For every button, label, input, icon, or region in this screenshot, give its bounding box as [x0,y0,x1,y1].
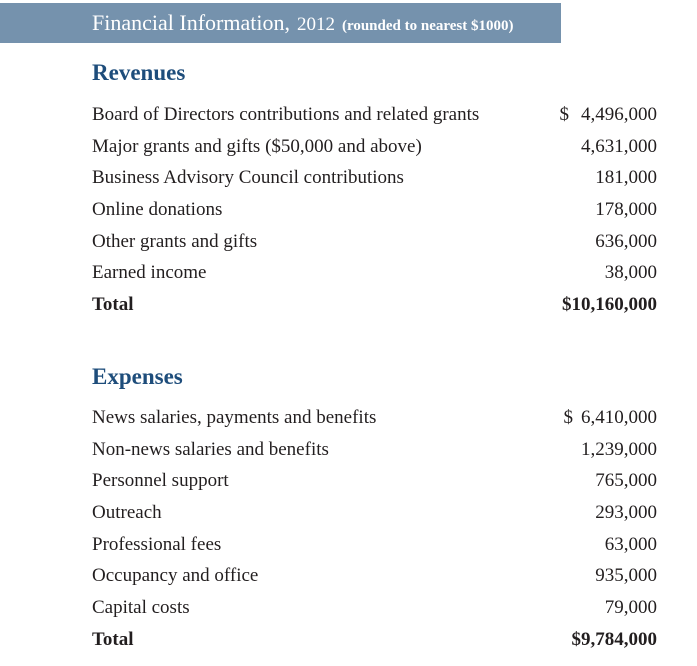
row-value: 178,000 [595,194,657,226]
table-row: Professional fees 63,000 [92,529,657,561]
row-value: 765,000 [595,465,657,497]
table-row: Outreach 293,000 [92,497,657,529]
total-amount: $10,160,000 [562,294,657,316]
row-amount: 6,410,000 [581,406,657,428]
table-row: Business Advisory Council contributions … [92,162,657,194]
table-row: Non-news salaries and benefits 1,239,000 [92,434,657,466]
table-row: News salaries, payments and benefits $6,… [92,402,657,434]
row-value: 636,000 [595,226,657,258]
revenues-table: Board of Directors contributions and rel… [92,99,657,321]
revenues-section: Revenues Board of Directors contribution… [92,60,657,321]
row-value: $6,410,000 [564,402,658,434]
table-row: Board of Directors contributions and rel… [92,99,657,131]
total-amount: $9,784,000 [571,628,658,650]
title-note: (rounded to nearest $1000) [341,18,514,34]
row-value: 79,000 [605,592,657,624]
expenses-heading: Expenses [92,363,183,389]
table-row: Major grants and gifts ($50,000 and abov… [92,131,657,163]
expenses-section: Expenses News salaries, payments and ben… [92,364,657,656]
row-value: 181,000 [595,162,657,194]
row-value: 38,000 [605,257,657,289]
title-bar: Financial Information, 2012 (rounded to … [0,3,561,43]
total-label: Total [92,294,134,316]
row-amount: 293,000 [595,501,657,523]
row-amount: 4,496,000 [581,104,657,125]
row-amount: 178,000 [595,199,657,221]
row-amount: 765,000 [595,470,657,492]
row-label: Outreach [92,501,162,523]
page-title: Financial Information, [92,10,290,35]
table-row: Occupancy and office 935,000 [92,560,657,592]
row-value: 935,000 [595,560,657,592]
row-label: News salaries, payments and benefits [92,406,377,428]
revenues-total-row: Total $10,160,000 [92,289,657,321]
row-value: 293,000 [595,497,657,529]
revenues-heading: Revenues [92,60,186,85]
row-label: Non-news salaries and benefits [92,438,329,460]
table-row: Capital costs 79,000 [92,592,657,624]
row-amount: 4,631,000 [581,135,657,157]
table-row: Earned income 38,000 [92,257,657,289]
row-label: Other grants and gifts [92,230,258,252]
expenses-total-row: Total $9,784,000 [92,624,657,656]
row-label: Board of Directors contributions and rel… [92,104,480,125]
total-label: Total [92,628,134,650]
table-row: Other grants and gifts 636,000 [92,226,657,258]
row-label: Business Advisory Council contributions [92,167,404,189]
table-row: Online donations 178,000 [92,194,657,226]
row-amount: 38,000 [604,262,657,284]
row-value: $4,496,000 [560,99,658,131]
row-amount: 1,239,000 [581,438,657,460]
row-amount: 636,000 [595,230,657,252]
row-label: Personnel support [92,470,229,492]
currency-symbol: $ [563,406,574,428]
row-amount: 79,000 [604,596,657,618]
row-value: 63,000 [605,529,657,561]
row-value: 1,239,000 [581,434,657,466]
row-label: Online donations [92,199,223,221]
title-year: 2012 [296,14,335,35]
row-label: Major grants and gifts ($50,000 and abov… [92,135,422,157]
row-amount: 181,000 [595,167,657,189]
row-label: Professional fees [92,533,222,555]
expenses-table: News salaries, payments and benefits $6,… [92,402,657,656]
financial-summary: Revenues Board of Directors contribution… [92,43,657,655]
row-label: Earned income [92,262,207,284]
row-label: Occupancy and office [92,565,259,587]
row-label: Capital costs [92,596,190,618]
row-amount: 63,000 [604,533,657,555]
row-amount: 935,000 [595,565,657,587]
table-row: Personnel support 765,000 [92,465,657,497]
currency-symbol: $ [559,104,570,125]
row-value: 4,631,000 [581,131,657,163]
